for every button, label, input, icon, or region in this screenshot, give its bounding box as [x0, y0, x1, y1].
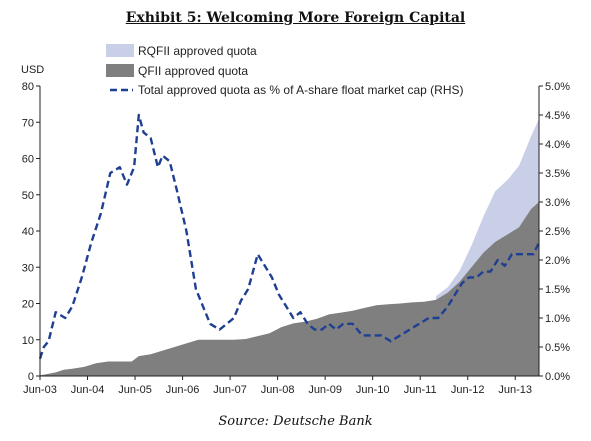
chart-areas: [40, 118, 539, 376]
x-tick-label: Jun-07: [213, 384, 247, 396]
left-tick-label: 20: [22, 299, 34, 311]
chart-axes: 0 10 20 30 40 50 60 70 80 USD 0.0% 0.5% 1.0% 1.5% 2.0%…: [21, 64, 570, 396]
legend-swatch-qfii: [106, 64, 134, 77]
legend-label-qfii: QFII approved quota: [138, 64, 248, 78]
chart-source: Source: Deutsche Bank: [218, 414, 373, 429]
right-tick-label: 1.0%: [545, 313, 570, 325]
x-tick-label: Jun-03: [23, 384, 57, 396]
x-tick-label: Jun-12: [451, 384, 485, 396]
x-tick-label: Jun-09: [308, 384, 342, 396]
x-tick-label: Jun-05: [118, 384, 152, 396]
left-tick-label: 70: [22, 117, 34, 129]
pct-line: [38, 113, 541, 359]
right-tick-label: 0.0%: [545, 371, 570, 383]
left-tick-label: 80: [22, 81, 34, 93]
left-tick-label: 50: [22, 190, 34, 202]
right-tick-label: 2.5%: [545, 226, 570, 238]
x-tick-label: Jun-08: [261, 384, 295, 396]
right-tick-label: 5.0%: [545, 81, 570, 93]
x-tick-label: Jun-06: [166, 384, 200, 396]
right-tick-label: 3.5%: [545, 168, 570, 180]
chart-lines: [38, 113, 541, 359]
legend-label-pct: Total approved quota as % of A-share flo…: [138, 83, 464, 97]
legend-label-rqfii: RQFII approved quota: [138, 44, 257, 58]
left-tick-label: 10: [22, 335, 34, 347]
left-axis-unit: USD: [21, 64, 44, 76]
chart-title: Exhibit 5: Welcoming More Foreign Capita…: [125, 10, 466, 26]
left-tick-label: 40: [22, 226, 34, 238]
legend-swatch-rqfii: [106, 44, 134, 57]
right-tick-label: 4.5%: [545, 110, 570, 122]
x-tick-label: Jun-11: [404, 384, 437, 396]
right-tick-label: 0.5%: [545, 342, 570, 354]
left-tick-label: 30: [22, 262, 34, 274]
x-tick-label: Jun-10: [356, 384, 390, 396]
legend: RQFII approved quota QFII approved quota T…: [106, 44, 464, 97]
left-tick-label: 0: [28, 371, 34, 383]
right-tick-label: 1.5%: [545, 284, 570, 296]
left-tick-label: 60: [22, 154, 34, 166]
x-tick-label: Jun-04: [71, 384, 105, 396]
right-tick-label: 3.0%: [545, 197, 570, 209]
qfii-area: [40, 202, 539, 376]
x-tick-label: Jun-13: [498, 384, 532, 396]
right-tick-label: 2.0%: [545, 255, 570, 267]
right-tick-label: 4.0%: [545, 139, 570, 151]
